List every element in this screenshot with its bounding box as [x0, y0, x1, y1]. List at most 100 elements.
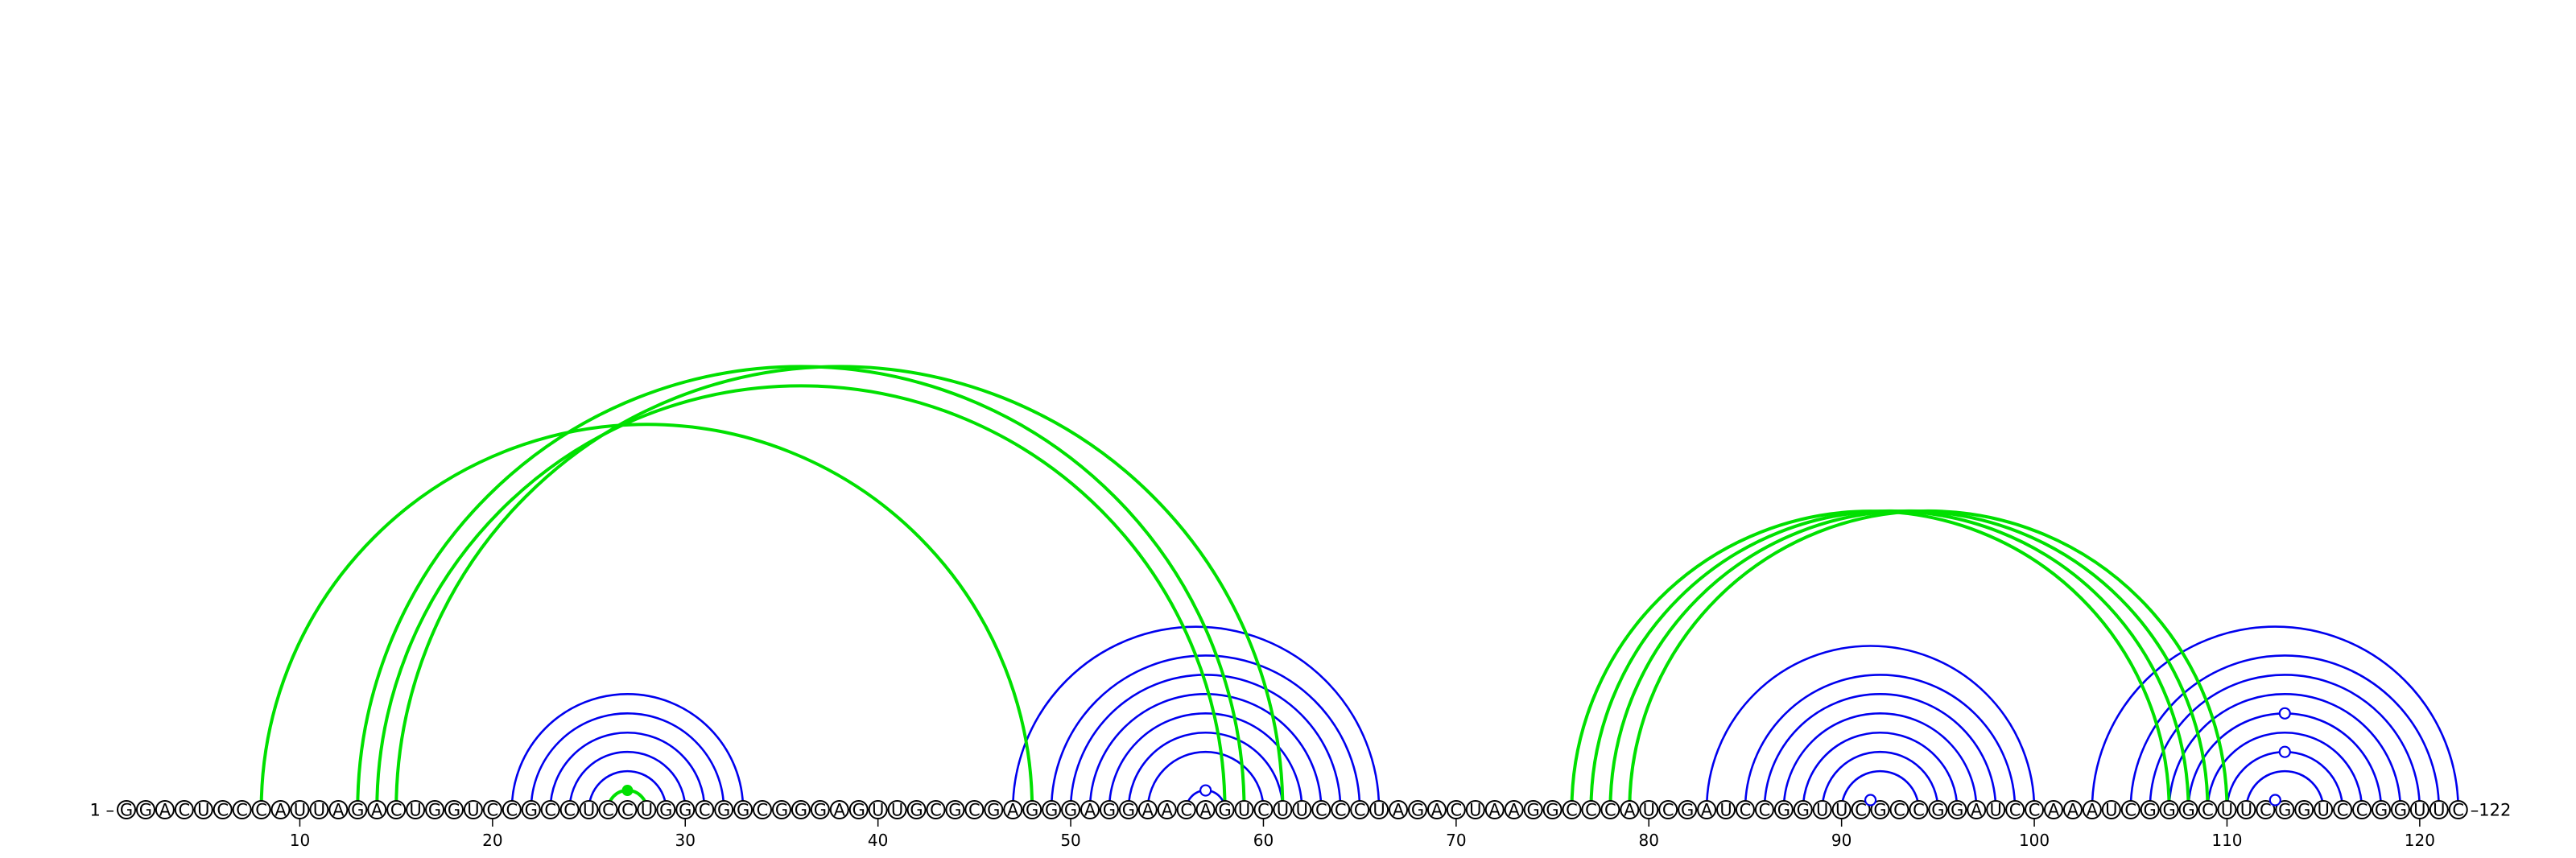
- base-17: G: [425, 800, 445, 820]
- base-circle: [1118, 800, 1138, 819]
- base-circle: [1504, 800, 1524, 819]
- base-88: G: [1793, 800, 1813, 820]
- base-109: C: [2198, 800, 2218, 820]
- base-letter: U: [409, 801, 421, 820]
- base-122: C: [2448, 800, 2468, 820]
- base-121: U: [2429, 800, 2449, 820]
- base-52: G: [1099, 800, 1119, 820]
- base-circle: [1928, 800, 1948, 819]
- tick-label-30: 30: [675, 831, 696, 850]
- base-119: G: [2390, 800, 2410, 820]
- base-circle: [521, 800, 541, 819]
- base-letter: G: [659, 801, 672, 820]
- start-position-label: 1 –: [89, 801, 114, 820]
- base-circle: [1003, 800, 1023, 819]
- base-letter: G: [1931, 801, 1944, 820]
- arc-52-62: [1108, 712, 1303, 811]
- base-letter: A: [1007, 801, 1019, 820]
- arc-105-121: [2129, 654, 2441, 811]
- base-letter: U: [2317, 801, 2329, 820]
- tick-label-70: 70: [1446, 831, 1466, 850]
- base-15: C: [386, 800, 407, 820]
- base-letter: G: [1411, 801, 1424, 820]
- base-letter: A: [159, 801, 171, 820]
- arc-24-30: [568, 750, 687, 811]
- base-82: G: [1678, 800, 1698, 820]
- base-letter: U: [2105, 801, 2117, 820]
- tick-label-20: 20: [482, 831, 502, 850]
- base-letter: C: [2260, 801, 2272, 820]
- base-letter: C: [2029, 801, 2041, 820]
- base-letter: U: [1277, 801, 1289, 820]
- base-circle: [328, 800, 349, 819]
- base-circle: [463, 800, 483, 819]
- base-45: C: [964, 800, 985, 820]
- marker-108-118: [2278, 707, 2291, 720]
- base-circle: [1620, 800, 1640, 819]
- base-26: C: [598, 800, 618, 820]
- base-70: C: [1446, 800, 1466, 820]
- base-31: C: [695, 800, 715, 820]
- base-letter: C: [1315, 801, 1327, 820]
- base-circle: [1909, 800, 1929, 819]
- base-circle: [1369, 800, 1389, 819]
- base-letter: C: [2009, 801, 2021, 820]
- base-letter: C: [2452, 801, 2464, 820]
- base-letter: G: [2144, 801, 2157, 820]
- base-91: C: [1851, 800, 1871, 820]
- base-letter: G: [1777, 801, 1790, 820]
- base-circle: [714, 800, 734, 819]
- base-circle: [174, 800, 194, 819]
- base-letter: U: [1469, 801, 1481, 820]
- base-letter: G: [775, 801, 788, 820]
- base-60: C: [1253, 800, 1274, 820]
- base-letter: C: [1662, 801, 1674, 820]
- base-letter: C: [1585, 801, 1597, 820]
- base-letter: G: [737, 801, 749, 820]
- base-circle: [926, 800, 946, 819]
- base-64: C: [1331, 800, 1351, 820]
- arc-83-100: [1705, 645, 2036, 811]
- base-letter: A: [2048, 801, 2060, 820]
- base-letter: A: [275, 801, 287, 820]
- base-letter: G: [1546, 801, 1558, 820]
- base-62: U: [1292, 800, 1312, 820]
- base-letter: A: [1142, 801, 1154, 820]
- base-8: C: [251, 800, 271, 820]
- base-letter: C: [757, 801, 769, 820]
- base-letter: U: [891, 801, 903, 820]
- base-18: G: [444, 800, 464, 820]
- base-68: G: [1407, 800, 1427, 820]
- base-letter: C: [699, 801, 711, 820]
- base-circle: [2005, 800, 2025, 819]
- base-circle: [1658, 800, 1678, 819]
- base-circle: [1870, 800, 1890, 819]
- base-28: U: [637, 800, 657, 820]
- base-44: G: [945, 800, 965, 820]
- base-43: C: [926, 800, 946, 820]
- arc-79-110: [1628, 509, 2229, 811]
- base-89: U: [1812, 800, 1832, 820]
- base-49: G: [1042, 800, 1062, 820]
- base-circle: [251, 800, 271, 819]
- base-93: C: [1889, 800, 1909, 820]
- base-circle: [984, 800, 1004, 819]
- base-circle: [579, 800, 599, 819]
- base-circle: [733, 800, 753, 819]
- base-letter: G: [1122, 801, 1135, 820]
- arc-23-31: [549, 732, 706, 811]
- base-letter: G: [2182, 801, 2194, 820]
- base-letter: C: [217, 801, 229, 820]
- base-circle: [2294, 800, 2314, 819]
- base-circle: [2198, 800, 2218, 819]
- base-79: A: [1620, 800, 1640, 820]
- base-circle: [1600, 800, 1620, 819]
- base-7: C: [232, 800, 252, 820]
- base-circle: [1562, 800, 1582, 819]
- base-letter: C: [1257, 801, 1269, 820]
- base-circle: [2178, 800, 2198, 819]
- base-letter: G: [852, 801, 865, 820]
- arc-25-29: [588, 769, 667, 811]
- base-circle: [1967, 800, 1987, 819]
